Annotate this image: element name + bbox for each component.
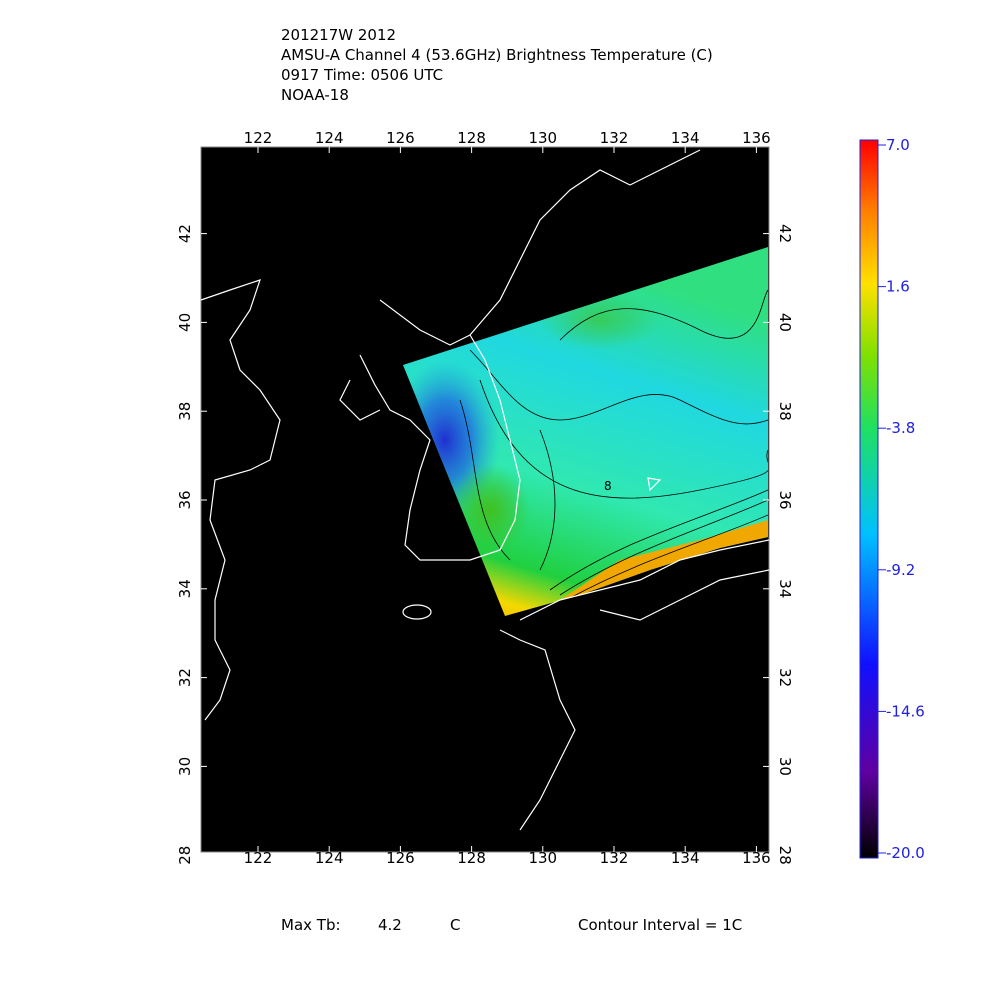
lat-tick-label: 36 <box>776 490 794 509</box>
contour-interval: Contour Interval = 1C <box>578 916 742 934</box>
lat-tick-label: 34 <box>776 579 794 598</box>
colorbar-tick-label: -20.0 <box>886 844 925 862</box>
lon-tick-label: 126 <box>386 129 415 147</box>
lat-tick-label: 30 <box>176 757 194 776</box>
contour-label: 8 <box>604 479 612 493</box>
lon-tick-label: 130 <box>528 129 557 147</box>
header: 201217W 2012 AMSU-A Channel 4 (53.6GHz) B… <box>281 26 713 104</box>
lon-tick-label: 122 <box>244 129 273 147</box>
lat-tick-label: 38 <box>176 402 194 421</box>
lon-tick-label: 134 <box>671 849 700 867</box>
lat-tick-label: 32 <box>776 668 794 687</box>
lon-tick-label: 128 <box>457 849 486 867</box>
lon-tick-label: 126 <box>386 849 415 867</box>
lat-tick-label: 28 <box>176 846 194 865</box>
coastlines <box>200 149 770 831</box>
colorbar-tick-label: -3.8 <box>886 419 915 437</box>
lat-tick-label: 30 <box>776 757 794 776</box>
lat-tick-label: 28 <box>776 846 794 865</box>
max-tb-value: 4.2 <box>378 916 402 934</box>
max-tb-label: Max Tb: <box>281 916 341 934</box>
colorbar-tick-label: 1.6 <box>886 278 910 296</box>
colorbar-ticks: 7.0 1.6 -3.8 -9.2 -14.6 -20.0 <box>878 136 925 862</box>
lon-tick-label: 122 <box>244 849 273 867</box>
header-line: 201217W 2012 <box>281 26 396 44</box>
header-line: NOAA-18 <box>281 86 349 104</box>
lat-tick-label: 42 <box>776 224 794 243</box>
lat-tick-label: 40 <box>776 313 794 332</box>
colorbar-tick-label: 7.0 <box>886 136 910 154</box>
lon-tick-label: 134 <box>671 129 700 147</box>
lon-tick-label: 124 <box>315 849 344 867</box>
lon-tick-label: 136 <box>742 129 771 147</box>
lat-tick-label: 38 <box>776 402 794 421</box>
lon-tick-label: 132 <box>600 129 629 147</box>
lon-tick-label: 130 <box>528 849 557 867</box>
lat-tick-label: 42 <box>176 224 194 243</box>
lon-tick-label: 136 <box>742 849 771 867</box>
lat-tick-label: 32 <box>176 668 194 687</box>
lat-tick-label: 40 <box>176 313 194 332</box>
lon-tick-label: 124 <box>315 129 344 147</box>
lon-tick-label: 128 <box>457 129 486 147</box>
colorbar <box>859 139 879 859</box>
lat-tick-label: 36 <box>176 490 194 509</box>
colorbar-tick-label: -14.6 <box>886 702 925 720</box>
max-tb-unit: C <box>450 916 460 934</box>
footer: Max Tb: 4.2 C Contour Interval = 1C <box>281 916 742 934</box>
header-line: AMSU-A Channel 4 (53.6GHz) Brightness Te… <box>281 46 713 64</box>
lat-tick-label: 34 <box>176 579 194 598</box>
colorbar-tick-label: -9.2 <box>886 561 915 579</box>
header-line: 0917 Time: 0506 UTC <box>281 66 443 84</box>
axis-ticks: 122 122 124 124 126 126 128 128 130 130 132 132 134 1… <box>176 129 794 867</box>
lon-tick-label: 132 <box>600 849 629 867</box>
